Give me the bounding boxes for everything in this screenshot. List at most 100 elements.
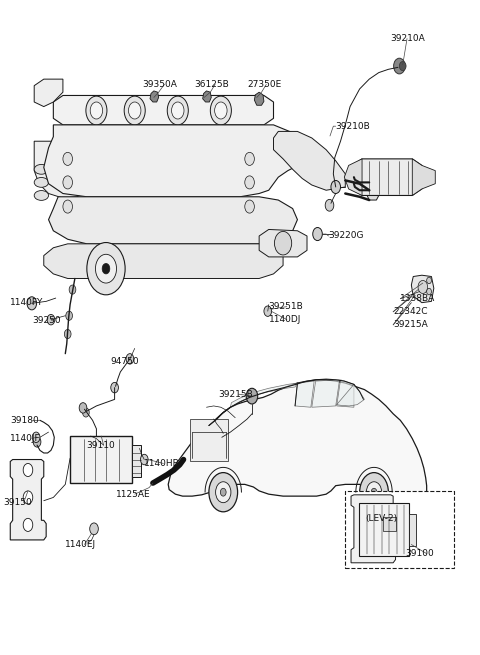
- Text: 22342C: 22342C: [393, 307, 428, 316]
- Text: 1140FY: 1140FY: [10, 298, 44, 307]
- Polygon shape: [34, 79, 63, 107]
- Circle shape: [171, 102, 184, 119]
- Bar: [132, 445, 141, 477]
- Polygon shape: [351, 495, 396, 563]
- Bar: [70, 436, 132, 483]
- Circle shape: [141, 455, 148, 465]
- Text: 94750: 94750: [111, 357, 139, 366]
- Text: 1338BA: 1338BA: [400, 294, 435, 303]
- Circle shape: [90, 523, 98, 534]
- Circle shape: [63, 200, 72, 213]
- Text: 39180: 39180: [10, 416, 39, 425]
- Text: 39100: 39100: [405, 549, 434, 558]
- Polygon shape: [412, 159, 435, 195]
- Text: 39215B: 39215B: [218, 390, 253, 399]
- Text: 39150: 39150: [3, 498, 32, 507]
- Polygon shape: [344, 159, 362, 195]
- Ellipse shape: [34, 164, 48, 174]
- Text: 36125B: 36125B: [194, 80, 229, 89]
- Polygon shape: [10, 460, 46, 540]
- Circle shape: [216, 481, 231, 502]
- Text: 1140EJ: 1140EJ: [65, 540, 96, 549]
- Polygon shape: [367, 190, 379, 200]
- Text: 39210B: 39210B: [336, 122, 371, 131]
- Circle shape: [210, 96, 231, 125]
- Polygon shape: [230, 383, 298, 407]
- Circle shape: [313, 227, 323, 240]
- Bar: [383, 517, 396, 531]
- Text: 1140DJ: 1140DJ: [269, 315, 301, 324]
- Circle shape: [394, 58, 405, 74]
- Text: 1140HB: 1140HB: [144, 459, 180, 468]
- Circle shape: [399, 62, 406, 71]
- Polygon shape: [53, 96, 274, 125]
- Circle shape: [245, 176, 254, 189]
- Bar: [190, 419, 228, 462]
- Polygon shape: [150, 91, 158, 102]
- Circle shape: [325, 199, 334, 211]
- Text: 39250: 39250: [32, 316, 60, 326]
- Circle shape: [124, 96, 145, 125]
- Circle shape: [427, 277, 432, 284]
- Circle shape: [33, 437, 41, 447]
- Circle shape: [27, 297, 36, 310]
- Text: 27350E: 27350E: [247, 80, 281, 89]
- Polygon shape: [274, 132, 345, 190]
- Polygon shape: [336, 384, 364, 406]
- Circle shape: [215, 102, 227, 119]
- Circle shape: [427, 288, 432, 295]
- Text: 39110: 39110: [86, 441, 115, 449]
- Polygon shape: [295, 381, 314, 407]
- Circle shape: [83, 408, 89, 417]
- Bar: [409, 514, 416, 546]
- Circle shape: [245, 153, 254, 166]
- Polygon shape: [411, 275, 434, 303]
- Polygon shape: [348, 159, 426, 195]
- Circle shape: [360, 473, 388, 512]
- Circle shape: [23, 464, 33, 477]
- Text: 1125AE: 1125AE: [116, 490, 150, 498]
- Text: (LEV-2): (LEV-2): [365, 514, 397, 523]
- Circle shape: [23, 491, 33, 504]
- Text: 39350A: 39350A: [142, 80, 177, 89]
- Text: 39251B: 39251B: [269, 302, 303, 311]
- Polygon shape: [34, 141, 92, 198]
- Bar: [359, 502, 409, 556]
- Circle shape: [79, 403, 87, 413]
- Circle shape: [47, 314, 55, 325]
- Text: 39220G: 39220G: [328, 231, 364, 240]
- Circle shape: [275, 231, 292, 255]
- Circle shape: [69, 285, 76, 294]
- Circle shape: [102, 263, 110, 274]
- Polygon shape: [203, 91, 211, 102]
- Ellipse shape: [34, 191, 48, 200]
- Circle shape: [64, 329, 71, 339]
- Bar: [345, 491, 455, 568]
- Circle shape: [32, 432, 40, 443]
- Polygon shape: [44, 125, 312, 196]
- Ellipse shape: [34, 178, 48, 187]
- Circle shape: [167, 96, 188, 125]
- Polygon shape: [48, 196, 298, 244]
- Text: 39210A: 39210A: [391, 34, 425, 43]
- Circle shape: [96, 254, 117, 283]
- Polygon shape: [44, 244, 283, 278]
- Circle shape: [418, 280, 428, 293]
- Text: 1140JF: 1140JF: [10, 434, 41, 443]
- Circle shape: [264, 306, 272, 316]
- Polygon shape: [254, 92, 264, 105]
- Polygon shape: [168, 380, 427, 498]
- Circle shape: [129, 102, 141, 119]
- Polygon shape: [259, 229, 307, 257]
- Circle shape: [90, 102, 103, 119]
- Circle shape: [86, 96, 107, 125]
- Circle shape: [371, 488, 377, 496]
- Polygon shape: [336, 380, 354, 407]
- Text: 39215A: 39215A: [393, 320, 428, 329]
- Circle shape: [66, 311, 72, 320]
- Circle shape: [209, 473, 238, 512]
- Polygon shape: [312, 380, 339, 407]
- Circle shape: [220, 488, 226, 496]
- Circle shape: [246, 388, 258, 404]
- Circle shape: [87, 242, 125, 295]
